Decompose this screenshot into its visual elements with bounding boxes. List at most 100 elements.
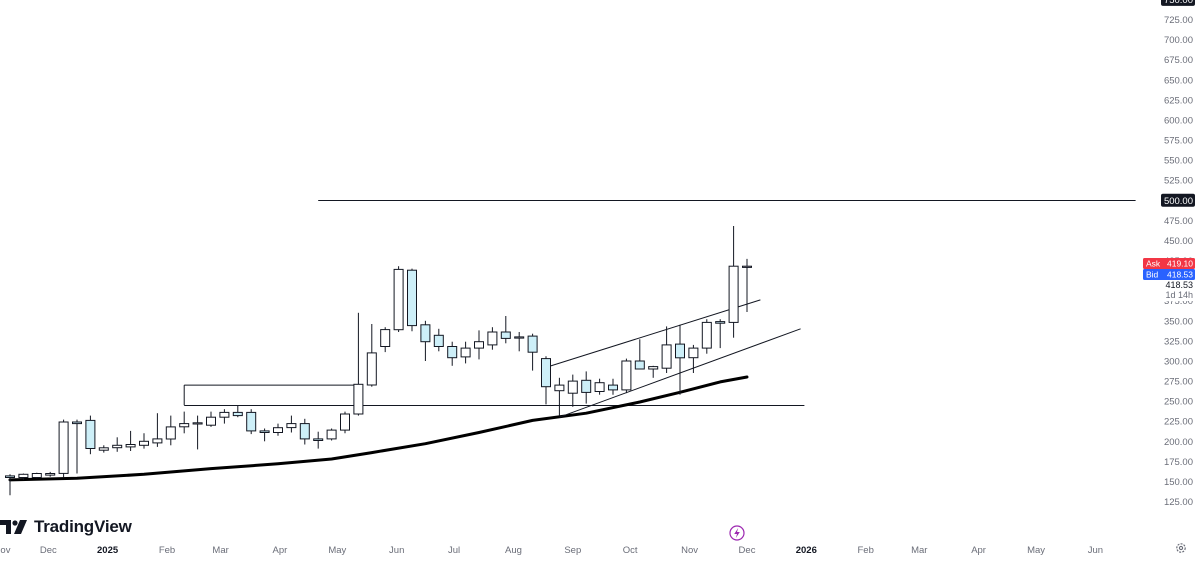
candle[interactable] (527, 333, 538, 371)
candle[interactable] (621, 358, 632, 394)
watermark-text: TradingView (34, 517, 132, 536)
candle[interactable] (420, 320, 431, 361)
trend-line[interactable] (545, 299, 761, 368)
candle[interactable] (31, 472, 42, 479)
candle-body (715, 321, 726, 324)
candle[interactable] (152, 413, 163, 447)
candle[interactable] (299, 418, 310, 445)
candle[interactable] (58, 419, 69, 478)
candle[interactable] (487, 327, 498, 350)
last-price-value: 418.53 (1165, 280, 1193, 290)
candle[interactable] (675, 324, 685, 395)
candle[interactable] (554, 377, 565, 416)
candle-body (460, 347, 471, 358)
candle[interactable] (139, 433, 149, 449)
candle[interactable] (165, 415, 176, 446)
candle[interactable] (259, 428, 270, 442)
candle-body (98, 447, 109, 451)
candle-body (219, 411, 230, 418)
candle[interactable] (98, 445, 109, 453)
candle[interactable] (634, 339, 645, 370)
candle[interactable] (648, 365, 659, 378)
x-tick-label: Aug (505, 545, 522, 556)
candle[interactable] (125, 430, 136, 451)
candle-body (728, 265, 739, 323)
candle-body (433, 334, 444, 347)
candle[interactable] (474, 330, 484, 360)
candle[interactable] (273, 423, 283, 436)
candle[interactable] (45, 471, 56, 477)
candle[interactable] (594, 378, 605, 395)
candle[interactable] (701, 319, 712, 354)
gear-icon[interactable] (1175, 542, 1187, 554)
candle[interactable] (380, 327, 391, 353)
candle[interactable] (232, 406, 243, 418)
candle[interactable] (567, 374, 578, 407)
x-axis[interactable]: Dec 2025 Feb Mar Apr May Jun Jul Aug Sep Oct Nov Dec… (0, 545, 1103, 556)
x-tick-label: Sep (564, 545, 581, 556)
moving-average-line[interactable] (8, 375, 749, 482)
x-tick-label: Jun (389, 545, 404, 556)
candle[interactable] (206, 411, 216, 427)
candle[interactable] (460, 341, 471, 364)
y-tick-label: 300.00 (1164, 357, 1193, 368)
x-tick-label: Feb (159, 545, 175, 556)
candle[interactable] (286, 415, 297, 433)
candle[interactable] (246, 409, 257, 435)
y-tick-label: 600.00 (1164, 115, 1193, 126)
candle[interactable] (112, 437, 123, 452)
candle-body (45, 473, 56, 476)
candle[interactable] (313, 431, 324, 449)
candle[interactable] (353, 312, 364, 416)
candle[interactable] (608, 378, 618, 395)
y-tick-label: 175.00 (1164, 457, 1193, 468)
candle[interactable] (407, 268, 417, 332)
y-tick-label: 350.00 (1164, 316, 1193, 327)
candle[interactable] (192, 415, 203, 450)
horizontal-levels-layer (184, 200, 1136, 406)
candle[interactable] (72, 419, 82, 474)
ask-value: 419.10 (1167, 259, 1193, 269)
candle[interactable] (393, 266, 404, 332)
candle-body (500, 331, 511, 339)
x-tick-label: May (328, 545, 346, 556)
candle[interactable] (433, 328, 444, 352)
candle[interactable] (661, 326, 672, 373)
x-tick-label: Mar (911, 545, 927, 556)
candle-body (581, 379, 592, 393)
candle[interactable] (18, 473, 29, 480)
candle[interactable] (179, 411, 190, 434)
y-tick-label: 375.00 (1164, 296, 1193, 307)
moving-average-layer (8, 375, 749, 482)
candle[interactable] (326, 428, 337, 441)
candle[interactable] (500, 316, 511, 344)
tradingview-logo-icon (0, 520, 27, 534)
candle[interactable] (581, 371, 592, 404)
candle[interactable] (742, 258, 752, 312)
candle-body (634, 360, 645, 370)
candles-layer[interactable] (5, 226, 752, 496)
candle[interactable] (715, 319, 726, 349)
candle[interactable] (688, 344, 699, 373)
candle-body (487, 331, 498, 346)
candle[interactable] (85, 415, 96, 455)
x-tick-label: Apr (273, 545, 288, 556)
candle[interactable] (541, 356, 551, 405)
candle[interactable] (219, 409, 230, 424)
candle-body (554, 384, 565, 392)
candle[interactable] (728, 226, 739, 338)
candle-body (18, 473, 29, 478)
candle[interactable] (5, 474, 15, 496)
y-tick-label: 475.00 (1164, 216, 1193, 227)
y-axis[interactable]: 125.00 150.00 175.00 200.00 225.00 250.00 275.… (1161, 0, 1195, 508)
y-tick-label: 500.00 (1164, 196, 1193, 207)
candle[interactable] (340, 411, 350, 434)
lightning-icon[interactable] (729, 525, 745, 541)
candle[interactable] (447, 341, 458, 366)
candle[interactable] (366, 324, 377, 387)
candle[interactable] (514, 332, 525, 352)
y-tick-label: 225.00 (1164, 417, 1193, 428)
